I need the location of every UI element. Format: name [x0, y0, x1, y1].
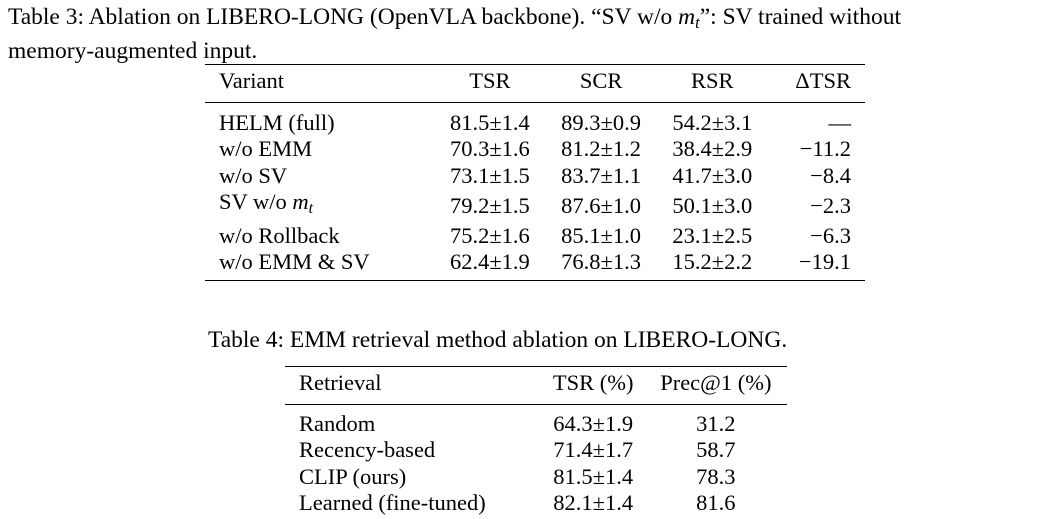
table-row: HELM (full) 81.5±1.4 89.3±0.9 54.2±3.1 —	[205, 102, 865, 136]
table3-caption: Table 3: Ablation on LIBERO-LONG (OpenVL…	[8, 3, 1061, 65]
table4-caption: Table 4: EMM retrieval method ablation o…	[208, 327, 788, 353]
cell-variant: w/o Rollback	[219, 222, 340, 248]
table-row: Learned (fine-tuned) 82.1±1.4 81.6	[285, 490, 787, 517]
cell-tsr: 71.4±1.7	[553, 437, 634, 462]
cell-scr: 89.3±0.9	[561, 109, 642, 135]
cell-delta-tsr: −19.1	[767, 249, 865, 281]
cell-tsr: 70.3±1.6	[449, 136, 530, 161]
math-subscript: t	[695, 13, 700, 32]
col-header-retrieval: Retrieval	[285, 366, 542, 405]
cell-delta-tsr: −11.2	[799, 136, 851, 161]
table3-caption-line2: memory-augmented input.	[8, 38, 258, 64]
cell-prec: 58.7	[696, 437, 736, 462]
cell-tsr: 73.1±1.5	[449, 162, 530, 188]
table-row: CLIP (ours) 81.5±1.4 78.3	[285, 464, 787, 491]
col-header-variant: Variant	[205, 64, 435, 103]
table-header-row: Variant TSR SCR RSR ΔTSR	[205, 64, 865, 103]
math-symbol: m	[292, 189, 309, 214]
cell-method: Recency-based	[299, 437, 436, 462]
col-header-tsr: TSR	[434, 64, 546, 103]
cell-scr: 81.2±1.2	[561, 136, 642, 161]
caption-text: Table 3: Ablation on LIBERO-LONG (OpenVL…	[8, 4, 679, 30]
cell-tsr: 64.3±1.9	[553, 410, 634, 436]
cell-prec: 78.3	[696, 463, 736, 489]
cell-rsr: 54.2±3.1	[672, 109, 753, 135]
table-row: w/o EMM & SV 62.4±1.9 76.8±1.3 15.2±2.2 …	[205, 249, 865, 281]
table3-caption-line1: Table 3: Ablation on LIBERO-LONG (OpenVL…	[8, 3, 1061, 37]
table-row: w/o SV 73.1±1.5 83.7±1.1 41.7±3.0 −8.4	[205, 163, 865, 190]
cell-tsr: 82.1±1.4	[553, 490, 634, 515]
ablation-table: Variant TSR SCR RSR ΔTSR HELM (full) 81.…	[205, 64, 865, 281]
cell-tsr: 81.5±1.4	[553, 463, 634, 489]
math-symbol: m	[678, 4, 696, 30]
cell-scr: 83.7±1.1	[561, 162, 642, 188]
col-header-scr: SCR	[545, 64, 657, 103]
col-header-prec: Prec@1 (%)	[644, 366, 787, 405]
cell-variant: w/o EMM & SV	[205, 249, 435, 281]
cell-variant: HELM (full)	[219, 109, 335, 135]
cell-scr: 76.8±1.3	[545, 249, 657, 281]
cell-rsr: 38.4±2.9	[672, 136, 753, 161]
cell-prec: 31.2	[696, 410, 736, 436]
cell-rsr: 50.1±3.0	[672, 192, 753, 218]
cell-variant: w/o EMM	[219, 136, 313, 161]
cell-delta-tsr: −8.4	[810, 162, 851, 188]
cell-tsr: 81.5±1.4	[449, 109, 530, 135]
col-header-tsr: TSR (%)	[541, 366, 645, 405]
cell-rsr: 15.2±2.2	[656, 249, 768, 281]
table-row: w/o EMM 70.3±1.6 81.2±1.2 38.4±2.9 −11.2	[205, 136, 865, 163]
cell-tsr: 75.2±1.6	[449, 222, 530, 248]
cell-delta-tsr: —	[828, 109, 852, 135]
caption-text: ”: SV trained without	[699, 4, 901, 30]
table-header-row: Retrieval TSR (%) Prec@1 (%)	[285, 366, 787, 405]
cell-tsr: 62.4±1.9	[434, 249, 546, 281]
cell-delta-tsr: −6.3	[810, 222, 851, 248]
cell-method: Random	[299, 410, 376, 436]
math-m-t: mt	[678, 4, 700, 32]
variant-text: SV w/o	[219, 189, 293, 214]
cell-rsr: 23.1±2.5	[672, 222, 753, 248]
cell-scr: 85.1±1.0	[561, 222, 642, 248]
math-m-t: mt	[292, 189, 313, 217]
cell-variant: SV w/o mt	[205, 189, 434, 223]
table-row: SV w/o mt 79.2±1.5 87.6±1.0 50.1±3.0 −2.…	[205, 189, 865, 223]
col-header-delta-tsr: ΔTSR	[767, 64, 865, 103]
cell-method: Learned (fine-tuned)	[299, 490, 486, 515]
cell-tsr: 79.2±1.5	[449, 192, 530, 218]
table-row: Random 64.3±1.9 31.2	[285, 404, 787, 437]
cell-delta-tsr: −2.3	[810, 192, 851, 218]
cell-variant: w/o SV	[219, 162, 288, 188]
col-header-rsr: RSR	[656, 64, 768, 103]
retrieval-table: Retrieval TSR (%) Prec@1 (%) Random 64.3…	[285, 366, 787, 517]
table-row: Recency-based 71.4±1.7 58.7	[285, 437, 787, 464]
table-row: w/o Rollback 75.2±1.6 85.1±1.0 23.1±2.5 …	[205, 223, 865, 250]
cell-prec: 81.6	[696, 490, 736, 515]
math-subscript: t	[308, 200, 313, 217]
cell-method: CLIP (ours)	[299, 463, 407, 489]
cell-rsr: 41.7±3.0	[672, 162, 753, 188]
cell-scr: 87.6±1.0	[561, 192, 642, 218]
